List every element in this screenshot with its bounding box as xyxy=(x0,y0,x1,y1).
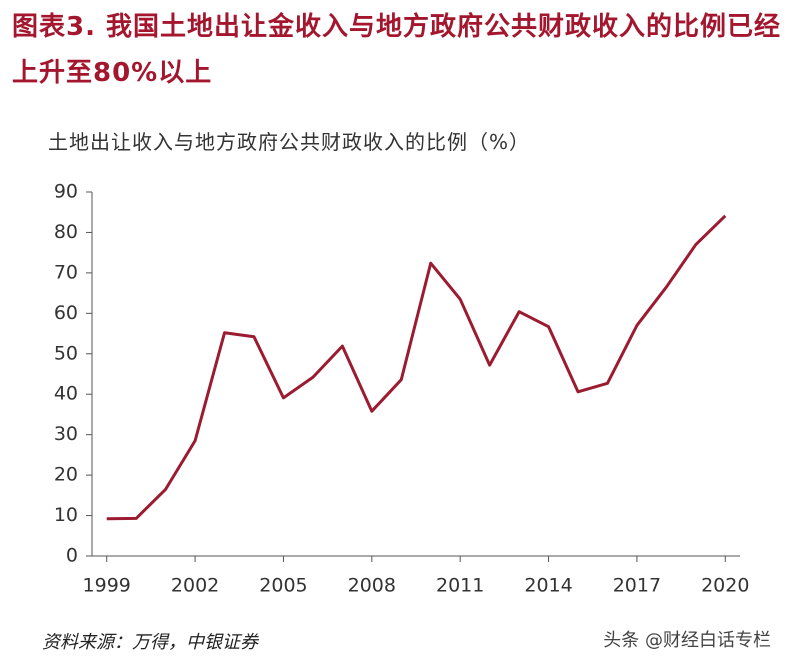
watermark: 头条 @财经白话专栏 xyxy=(603,630,771,651)
y-tick-label: 50 xyxy=(54,342,78,364)
y-tick-label: 70 xyxy=(54,261,78,283)
x-tick-label: 2014 xyxy=(524,575,572,597)
data-line xyxy=(106,214,727,521)
y-tick-label: 20 xyxy=(54,464,78,486)
y-tick-label: 10 xyxy=(54,504,78,526)
x-tick-label: 2002 xyxy=(171,575,219,597)
source-note: 资料来源：万得，中银证券 xyxy=(42,632,258,653)
y-tick-label: 90 xyxy=(54,181,78,203)
x-tick-label: 2005 xyxy=(259,575,307,597)
x-tick-label: 2008 xyxy=(348,575,396,597)
y-tick-label: 0 xyxy=(66,545,78,567)
chart-title: 图表3. 我国土地出让金收入与地方政府公共财政收入的比例已经上升至80%以上 xyxy=(12,12,782,88)
x-tick-label: 1999 xyxy=(83,575,131,597)
chart-subtitle: 土地出让收入与地方政府公共财政收入的比例（%） xyxy=(48,130,531,154)
x-tick-label: 2017 xyxy=(613,575,661,597)
y-tick-label: 30 xyxy=(54,423,78,445)
x-tick-label: 2011 xyxy=(436,575,484,597)
x-tick-label: 2020 xyxy=(701,575,749,597)
y-tick-label: 40 xyxy=(54,383,78,405)
y-tick-label: 60 xyxy=(54,302,78,324)
y-tick-label: 80 xyxy=(54,221,78,243)
